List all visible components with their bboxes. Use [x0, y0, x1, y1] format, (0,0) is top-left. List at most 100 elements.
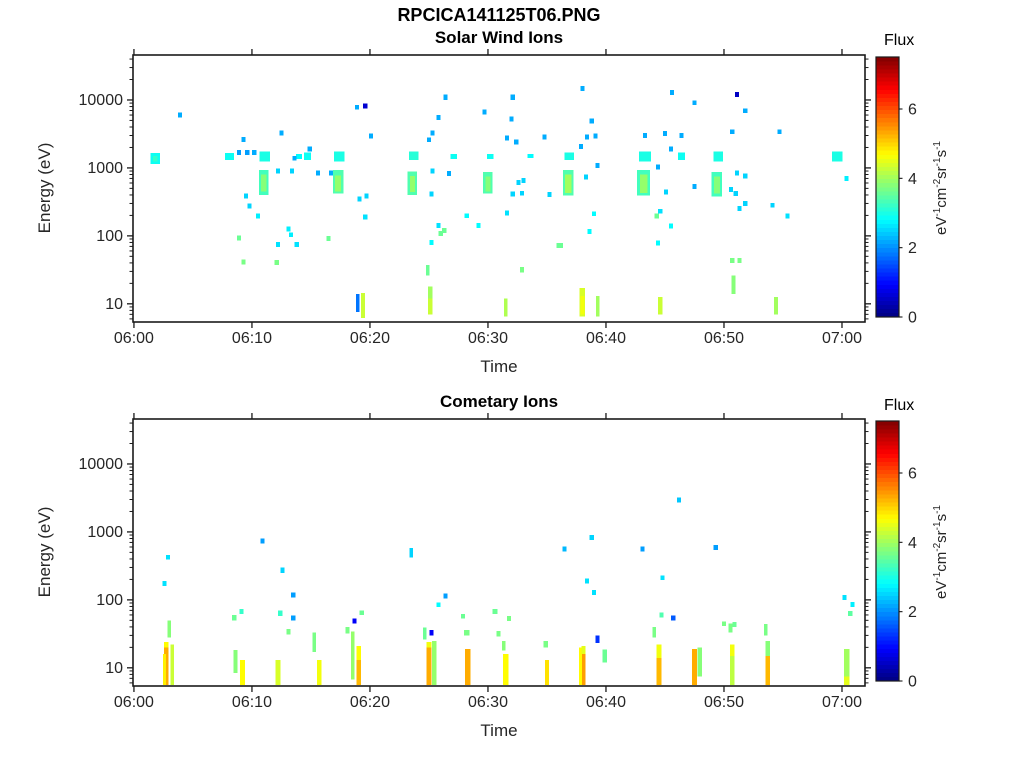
- x-tick-label: 07:00: [822, 330, 862, 347]
- flux-cell: [659, 612, 664, 618]
- flux-cell: [369, 133, 374, 139]
- flux-cell: [848, 611, 853, 616]
- colorbar-tick-label: 0: [908, 310, 917, 327]
- flux-cell: [303, 152, 311, 161]
- flux-cell: [668, 146, 673, 152]
- flux-cell: [580, 86, 585, 92]
- flux-cell: [492, 609, 498, 614]
- flux-cell: [547, 192, 552, 198]
- flux-cell: [542, 134, 547, 140]
- flux-cell: [832, 151, 843, 162]
- flux-cells: [150, 86, 849, 318]
- colorbar-tick-label: 4: [908, 171, 917, 188]
- flux-cell: [409, 176, 416, 193]
- flux-cell: [426, 137, 431, 142]
- y-tick-label: 10000: [79, 456, 124, 473]
- flux-cell: [729, 644, 735, 656]
- flux-cell: [527, 154, 534, 158]
- flux-cell: [260, 174, 267, 192]
- flux-cell: [639, 151, 651, 162]
- flux-cell: [275, 168, 280, 174]
- flux-cell: [670, 90, 675, 95]
- flux-cell: [777, 129, 782, 134]
- flux-cell: [447, 171, 452, 176]
- flux-cell: [436, 602, 441, 608]
- flux-cell: [679, 133, 684, 138]
- flux-cell: [291, 615, 296, 621]
- flux-cell: [503, 653, 509, 685]
- flux-cell: [426, 265, 430, 276]
- flux-cell: [164, 647, 169, 685]
- flux-cell: [844, 648, 850, 685]
- flux-cell: [587, 229, 592, 234]
- flux-cell: [352, 618, 357, 624]
- flux-cell: [436, 115, 441, 120]
- flux-cell: [504, 135, 509, 141]
- flux-cell: [296, 154, 303, 159]
- flux-cell: [356, 660, 361, 685]
- flux-cell: [177, 112, 182, 118]
- flux-cell: [312, 632, 317, 653]
- flux-cell: [429, 630, 434, 636]
- flux-cell: [514, 139, 519, 145]
- colorbar-tick-label: 2: [908, 604, 917, 621]
- flux-cell: [288, 232, 293, 238]
- y-tick-label: 10: [105, 296, 123, 313]
- colorbar-1: 0 2 4 6: [875, 56, 917, 327]
- flux-cell: [280, 567, 285, 573]
- flux-cell: [543, 640, 548, 648]
- flux-cell: [239, 609, 244, 614]
- flux-cell: [734, 92, 739, 98]
- flux-cell: [592, 211, 597, 217]
- flux-cell: [589, 535, 594, 540]
- flux-cell: [579, 647, 583, 685]
- flux-cell: [520, 190, 525, 196]
- flux-cell: [671, 615, 676, 621]
- figure-title: RPCICA141125T06.PNG: [397, 5, 601, 25]
- flux-cell: [732, 622, 737, 627]
- flux-cell: [730, 258, 735, 263]
- colorbar-frame: [875, 56, 900, 318]
- flux-cell: [307, 146, 312, 152]
- flux-cell: [562, 546, 567, 552]
- flux-cell: [733, 191, 738, 197]
- x-tick-label: 06:00: [114, 330, 154, 347]
- flux-cell: [581, 653, 586, 685]
- flux-cell: [335, 175, 341, 192]
- x-tick-label: 07:00: [822, 694, 862, 711]
- flux-cell: [728, 623, 733, 633]
- flux-cell: [275, 660, 281, 685]
- flux-cell: [743, 173, 748, 179]
- panel2-xaxis-label: Time: [480, 721, 518, 740]
- x-tick-label: 06:00: [114, 694, 154, 711]
- flux-cell: [507, 615, 512, 621]
- flux-cell: [170, 644, 174, 685]
- colorbar-tick-label: 6: [908, 466, 917, 483]
- flux-cell: [510, 191, 515, 197]
- flux-cell: [764, 624, 768, 636]
- plot-frame: [132, 418, 866, 687]
- flux-cell: [326, 236, 331, 241]
- flux-cell: [427, 298, 433, 315]
- flux-cell: [430, 168, 435, 174]
- flux-cell: [592, 590, 597, 595]
- flux-cell: [730, 129, 735, 134]
- flux-cell: [274, 260, 279, 266]
- flux-cell: [521, 178, 526, 183]
- flux-cell: [464, 213, 469, 219]
- flux-cell: [423, 627, 427, 640]
- flux-cell: [658, 208, 663, 214]
- flux-cell: [556, 243, 564, 249]
- colorbar1-title: Flux: [884, 32, 915, 49]
- flux-cell: [450, 154, 457, 159]
- flux-cell: [731, 275, 736, 294]
- y-tick-label: 10000: [79, 92, 124, 109]
- flux-cell: [765, 655, 770, 685]
- flux-cell: [850, 602, 855, 607]
- flux-cell: [664, 189, 669, 195]
- flux-cell: [721, 621, 726, 627]
- flux-cell: [357, 196, 362, 202]
- flux-cell: [363, 214, 368, 220]
- flux-cell: [359, 610, 364, 615]
- x-tick-label: 06:40: [586, 694, 626, 711]
